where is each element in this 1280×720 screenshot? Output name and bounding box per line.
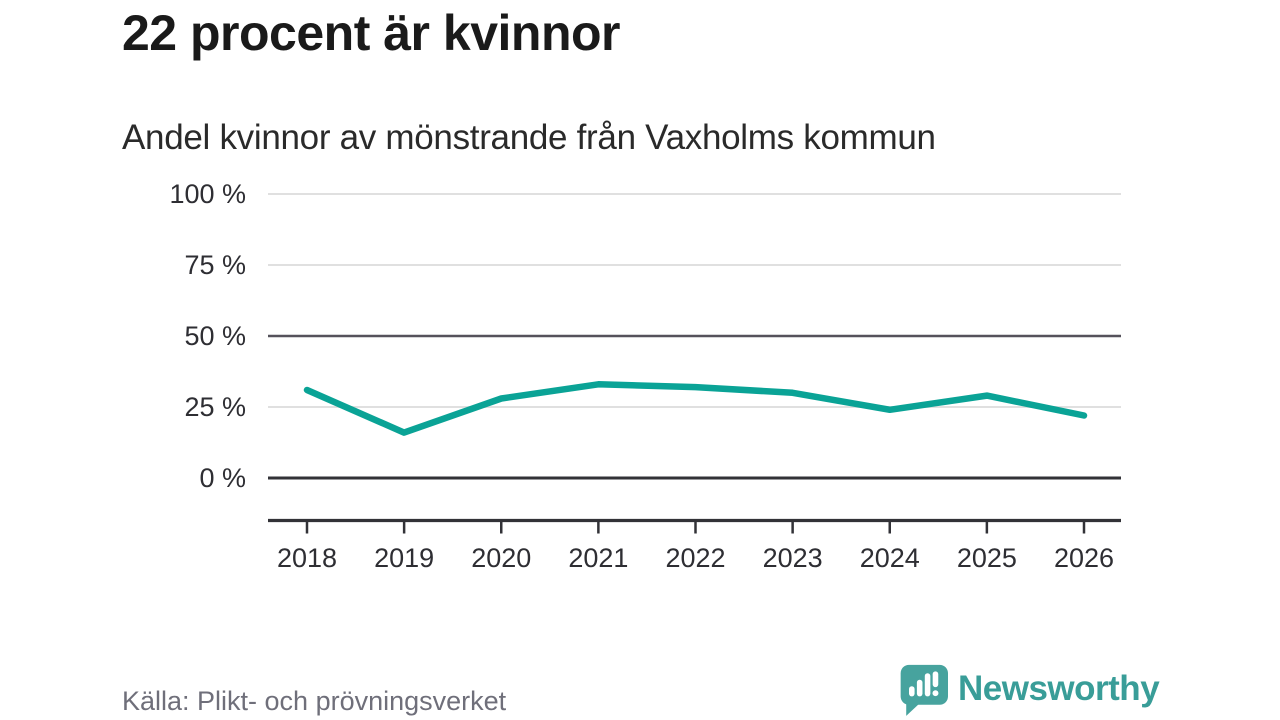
logo-bar-tall [924,673,931,697]
logo-bar-medium [916,679,923,697]
newsworthy-bar-chart-bubble-icon [900,664,948,716]
source-note: Källa: Plikt- och prövningsverket [122,686,507,716]
y-tick-label: 50 % [184,321,246,351]
x-tick-label: 2019 [374,543,434,573]
newsworthy-wordmark: Newsworthy [958,669,1160,708]
x-tick-label: 2025 [957,543,1017,573]
x-tick-label: 2023 [763,543,823,573]
x-tick-label: 2026 [1054,543,1114,573]
logo-bubble-shape [900,664,948,705]
newsworthy-logo: Newsworthy [896,662,1160,716]
y-tick-label: 25 % [184,392,246,422]
y-tick-label: 75 % [184,250,246,280]
y-tick-label: 0 % [199,463,246,493]
y-tick-label: 100 % [169,179,246,209]
logo-exclamation-dot [932,690,939,697]
x-tick-label: 2018 [277,543,337,573]
x-tick-label: 2024 [860,543,920,573]
x-tick-label: 2021 [568,543,628,573]
logo-bubble-tail [906,701,922,716]
x-tick-label: 2022 [665,543,725,573]
logo-bar-short [909,686,915,697]
x-tick-label: 2020 [471,543,531,573]
logo-exclamation-stem [932,671,939,688]
page-title: 22 procent är kvinnor [122,5,621,61]
data-line-andel-kvinnor [303,381,1088,436]
chart-subtitle: Andel kvinnor av mönstrande från Vaxholm… [122,118,936,157]
